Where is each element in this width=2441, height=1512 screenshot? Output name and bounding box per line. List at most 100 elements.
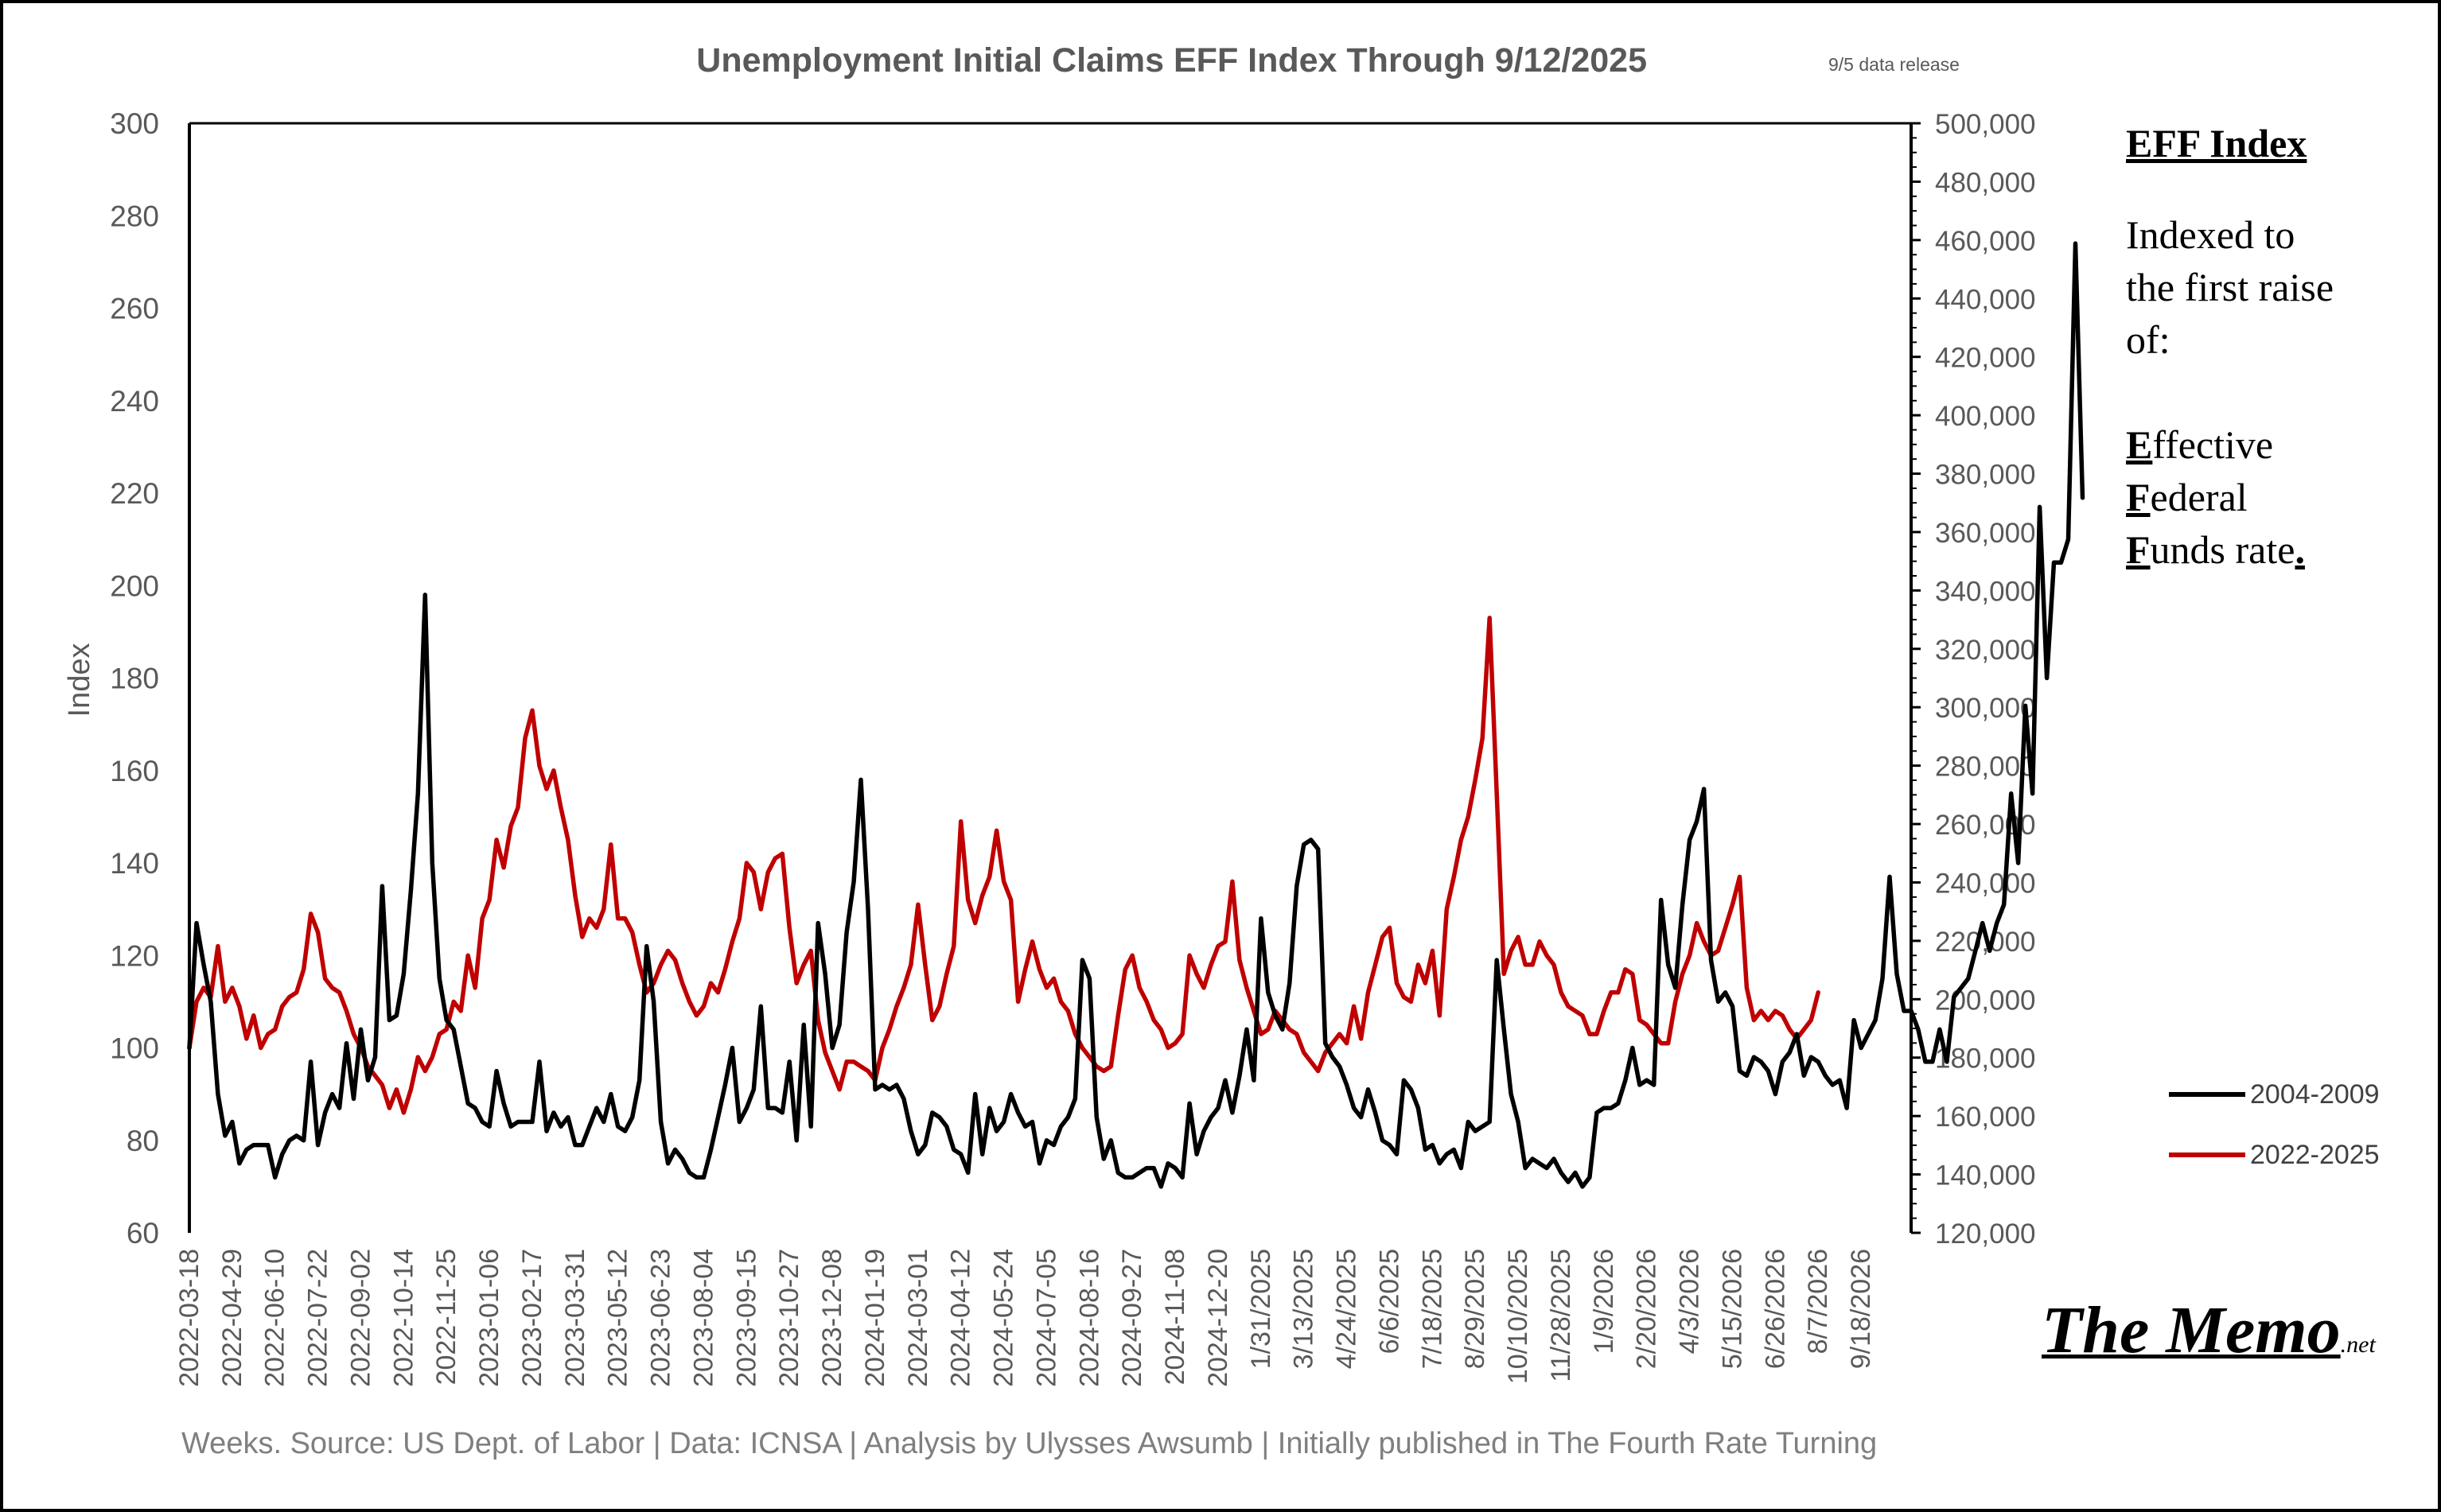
note-text: Indexed to the first raise of: [2126, 208, 2412, 366]
x-tick-label: 1/31/2025 [1246, 1249, 1276, 1369]
x-tick-label: 2024-09-27 [1117, 1249, 1147, 1387]
x-tick-label: 9/18/2026 [1846, 1249, 1876, 1369]
y2-tick-label: 500,000 [1935, 109, 2036, 140]
right-y-axis: 120,000140,000160,000180,000200,000220,0… [1911, 109, 2036, 1250]
footer-source: Weeks. Source: US Dept. of Labor | Data:… [181, 1427, 1877, 1460]
note-terms: Effective Federal Funds rate. [2126, 418, 2412, 576]
term-initial: E [2126, 422, 2153, 467]
brand-logo: The Memo.net [2042, 1292, 2376, 1369]
y2-tick-label: 360,000 [1935, 518, 2036, 549]
x-axis: 2022-03-18 2022-04-29 2022-06-10 2022-07-22… [174, 1249, 1876, 1387]
x-tick-label: 2024-12-20 [1203, 1249, 1233, 1387]
series-line-2004-2009 [187, 241, 2085, 1189]
x-tick-label: 2024-05-24 [989, 1249, 1019, 1387]
term-rest: unds rate [2150, 527, 2295, 572]
y2-tick-label: 440,000 [1935, 284, 2036, 315]
y-tick-label: 300 [110, 107, 159, 140]
y2-tick-label: 280,000 [1935, 752, 2036, 783]
x-tick-label: 2022-06-10 [260, 1249, 290, 1387]
legend-swatch [2169, 1092, 2245, 1097]
chart-legend: 2004-2009 2022-2025 [2169, 1064, 2380, 1185]
x-tick-label: 10/10/2025 [1503, 1249, 1533, 1384]
y2-tick-label: 300,000 [1935, 693, 2036, 724]
x-tick-label: 2022-03-18 [174, 1249, 204, 1387]
x-tick-label: 2024-08-16 [1074, 1249, 1104, 1387]
y2-tick-label: 160,000 [1935, 1102, 2036, 1133]
x-tick-label: 8/7/2026 [1803, 1249, 1833, 1354]
note-title: EFF Index [2126, 121, 2307, 165]
x-tick-label: 8/29/2025 [1460, 1249, 1490, 1369]
x-tick-label: 2023-03-31 [560, 1249, 590, 1387]
brand-name: The Memo [2042, 1293, 2341, 1367]
y2-tick-label: 460,000 [1935, 226, 2036, 257]
y-tick-label: 200 [110, 569, 159, 602]
term-rest: ffective [2152, 422, 2274, 467]
x-tick-label: 2023-06-23 [646, 1249, 676, 1387]
legend-label: 2004-2009 [2250, 1079, 2380, 1110]
series-layer [187, 241, 2085, 1189]
x-tick-label: 1/9/2026 [1589, 1249, 1619, 1354]
y2-tick-label: 400,000 [1935, 401, 2036, 432]
chart-title: Unemployment Initial Claims EFF Index Th… [696, 41, 1647, 80]
x-tick-label: 2/20/2026 [1632, 1249, 1662, 1369]
chart-subtitle: 9/5 data release [1828, 54, 1960, 75]
x-tick-label: 11/28/2025 [1546, 1249, 1576, 1382]
x-tick-label: 2022-10-14 [388, 1249, 419, 1387]
y-tick-label: 100 [110, 1032, 159, 1065]
note-line: Indexed to [2126, 212, 2295, 257]
y2-tick-label: 180,000 [1935, 1044, 2036, 1075]
legend-swatch [2169, 1152, 2245, 1157]
term-trail: . [2295, 527, 2305, 572]
legend-item-2022-2025: 2022-2025 [2169, 1125, 2380, 1185]
x-tick-label: 2023-01-06 [474, 1249, 504, 1387]
x-tick-label: 2022-07-22 [303, 1249, 333, 1387]
y2-tick-label: 320,000 [1935, 635, 2036, 666]
x-tick-label: 2024-07-05 [1031, 1249, 1061, 1387]
y-tick-label: 260 [110, 293, 159, 325]
x-tick-label: 2024-01-19 [860, 1249, 890, 1387]
x-tick-label: 2022-04-29 [217, 1249, 247, 1387]
y-tick-label: 80 [127, 1125, 159, 1157]
eff-index-note: EFF Index Indexed to the first raise of:… [2126, 118, 2412, 576]
brand-suffix: .net [2340, 1331, 2376, 1358]
y-tick-label: 240 [110, 385, 159, 418]
x-tick-label: 6/6/2025 [1374, 1249, 1404, 1354]
y-tick-label: 280 [110, 200, 159, 232]
series-line-2022-2025 [187, 616, 1820, 1115]
x-tick-label: 2023-05-12 [603, 1249, 633, 1387]
x-tick-label: 2024-03-01 [903, 1249, 933, 1387]
legend-item-2004-2009: 2004-2009 [2169, 1064, 2380, 1125]
x-tick-label: 4/24/2025 [1332, 1249, 1362, 1369]
x-tick-label: 4/3/2026 [1675, 1249, 1705, 1354]
x-tick-label: 2023-09-15 [731, 1249, 761, 1387]
x-tick-label: 5/15/2026 [1717, 1249, 1747, 1369]
left-y-axis: 60 80 100 120 140 160 180 200 220 240 260 280 300 [110, 107, 159, 1250]
x-tick-label: 7/18/2025 [1417, 1249, 1447, 1369]
x-tick-label: 2022-09-02 [345, 1249, 376, 1387]
x-tick-label: 2023-10-27 [774, 1249, 804, 1387]
term-rest: ederal [2150, 475, 2248, 519]
x-tick-label: 2023-08-04 [688, 1249, 718, 1387]
note-line: the first raise [2126, 265, 2334, 309]
y2-tick-label: 480,000 [1935, 167, 2036, 198]
term-initial: F [2126, 475, 2151, 519]
y2-tick-label: 420,000 [1935, 343, 2036, 374]
y2-tick-label: 340,000 [1935, 576, 2036, 607]
y-tick-label: 160 [110, 755, 159, 787]
y2-tick-label: 380,000 [1935, 460, 2036, 491]
term-initial: F [2126, 527, 2151, 572]
y-tick-label: 140 [110, 847, 159, 880]
x-tick-label: 2024-11-08 [1160, 1249, 1190, 1385]
x-tick-label: 2023-12-08 [817, 1249, 847, 1387]
y2-tick-label: 140,000 [1935, 1160, 2036, 1191]
x-tick-label: 2023-02-17 [517, 1249, 547, 1387]
y-axis-label: Index [63, 643, 96, 717]
y2-tick-label: 120,000 [1935, 1219, 2036, 1250]
y2-tick-label: 200,000 [1935, 985, 2036, 1016]
term-effective: Effective [2126, 418, 2412, 471]
legend-label: 2022-2025 [2250, 1139, 2380, 1170]
y-tick-label: 120 [110, 939, 159, 972]
term-funds-rate: Funds rate. [2126, 523, 2412, 576]
x-tick-label: 2024-04-12 [946, 1249, 976, 1387]
